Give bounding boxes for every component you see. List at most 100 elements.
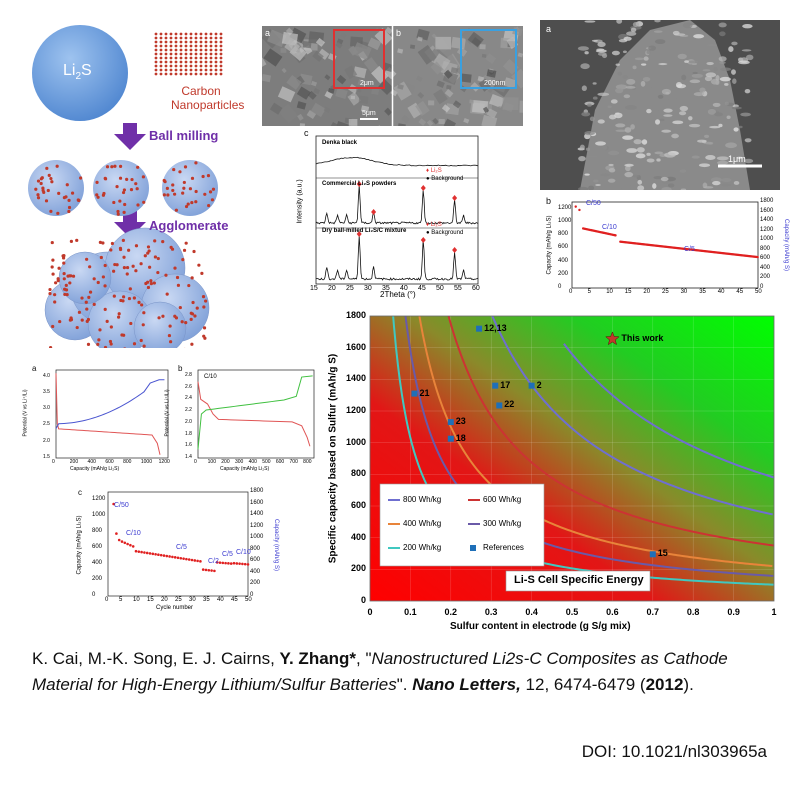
charge-curve: [55, 379, 165, 429]
panel-label-a: a: [32, 364, 37, 373]
data-point: [173, 556, 177, 559]
y-axis-label: Specific capacity based on Sulfur (mAh/g…: [327, 353, 339, 563]
x-tick-label: 20: [643, 289, 651, 295]
y-axis-label: Potential (V vs Li⁺/Li): [164, 389, 171, 437]
data-point: [756, 255, 759, 259]
x-axis-label: Cycle number: [156, 605, 194, 611]
x-tick-label: 45: [418, 285, 426, 292]
data-point: [201, 568, 205, 571]
x-tick-label: 35: [699, 289, 706, 295]
data-point: [176, 556, 180, 560]
y-tick-label: 1200: [92, 496, 106, 502]
y2-tick-label: 200: [250, 580, 261, 587]
x-tick-label: 800: [123, 459, 132, 465]
x-tick-label: 50: [245, 597, 252, 603]
data-point: [210, 569, 213, 572]
y2-tick-label: 1000: [250, 534, 264, 541]
data-point: [134, 549, 138, 553]
x-tick-label: 10: [133, 597, 140, 603]
y-tick-label: 0: [92, 592, 96, 598]
data-point: [193, 559, 197, 562]
reference-label: 18: [455, 432, 466, 443]
li2s-peak-marker: [452, 195, 458, 201]
x-axis-label: Capacity (mAh/g Li₂S): [70, 466, 120, 472]
y-tick-label: 2.6: [185, 383, 192, 390]
data-point: [218, 561, 222, 564]
y2-tick-label: 600: [250, 557, 261, 564]
data-point: [157, 553, 160, 557]
legend-swatch: [470, 545, 476, 551]
x-tick-label: 5: [119, 597, 123, 603]
data-point: [221, 561, 225, 565]
y-tick-label: 200: [92, 576, 103, 582]
legend-background: ● Background: [426, 176, 464, 182]
data-point: [190, 558, 194, 562]
x-tick-label: 0: [52, 459, 55, 465]
y2-tick-label: 800: [250, 545, 261, 552]
x-tick-label: 35: [203, 597, 210, 603]
voltage-plot-a: [55, 369, 169, 459]
y-tick-label: 2.5: [43, 421, 50, 428]
y2-tick-label: 200: [760, 274, 771, 281]
chart-title: Li-S Cell Specific Energy: [514, 574, 644, 586]
li2s-peak-marker: [356, 231, 362, 237]
y2-tick-label: 1200: [250, 522, 264, 529]
y-axis-label: Capacity (mAh/g Li₂S): [546, 215, 553, 275]
panel-label-a: a: [265, 28, 271, 38]
x-tick-label: 400: [248, 459, 257, 465]
xrd-plot: [315, 135, 479, 285]
x-tick-label: 55: [454, 285, 462, 292]
y2-axis-label: Capacity (mAh/g S): [273, 518, 280, 572]
rate-label: C/5: [176, 544, 187, 551]
legend-label: References: [483, 543, 524, 552]
carbon-nanoparticles: [154, 32, 223, 76]
agglomerate-label: Agglomerate: [149, 218, 229, 233]
li2s-peak-marker: [452, 247, 458, 253]
x-axis-label: 2Theta (°): [380, 290, 416, 299]
data-point: [227, 562, 230, 565]
x-tick-label: 60: [472, 285, 480, 292]
data-point: [120, 540, 124, 543]
x-tick-label: 20: [161, 597, 168, 603]
trace-title-3: Dry ball-milled Li₂S/C mixture: [322, 228, 407, 234]
y-tick-label: 0: [558, 284, 562, 290]
data-point: [117, 538, 121, 542]
data-point: [162, 554, 166, 557]
rate-label: C/50: [114, 502, 129, 509]
panel-label-b: b: [178, 364, 183, 373]
y-tick-label: 800: [558, 231, 569, 238]
data-point: [196, 559, 199, 563]
y-tick-label: 2.0: [43, 437, 50, 444]
x-tick-label: 0.4: [525, 607, 538, 617]
y-tick-label: 1200: [558, 204, 572, 211]
y2-tick-label: 400: [760, 264, 771, 271]
y-tick-label: 800: [92, 528, 103, 534]
x-tick-label: 1200: [158, 459, 170, 465]
legend-background: ● Background: [426, 230, 464, 236]
data-point: [243, 562, 247, 566]
capacity-plot-b: [571, 201, 759, 289]
citation-corresponding-author: Y. Zhang*: [279, 649, 357, 668]
data-point: [148, 552, 152, 555]
citation-year: 2012: [645, 675, 684, 694]
legend-label: 300 Wh/kg: [483, 519, 522, 528]
scale-label: 2μm: [360, 80, 374, 87]
x-tick-label: 0: [194, 459, 197, 465]
x-tick-label: 200: [69, 459, 79, 465]
reference-point: [476, 325, 483, 332]
x-tick-label: 800: [303, 459, 312, 465]
y-tick-label: 1000: [345, 436, 366, 447]
rate-label: C/10: [236, 549, 251, 556]
milled-particles: [28, 160, 218, 216]
xrd-trace: [315, 156, 479, 167]
li2s-peak-marker: [371, 209, 377, 215]
x-tick-label: 40: [400, 285, 408, 292]
y-tick-label: 1200: [345, 405, 366, 415]
reference-point: [492, 382, 499, 389]
reference-point: [411, 390, 418, 397]
legend-li2s: ♦ Li₂S: [426, 222, 442, 228]
data-point: [213, 569, 216, 573]
scale-label: 1μm: [728, 154, 746, 164]
legend-li2s: ♦ Li₂S: [426, 168, 442, 174]
citation-authors: K. Cai, M.-K. Song, E. J. Cairns,: [32, 649, 280, 668]
